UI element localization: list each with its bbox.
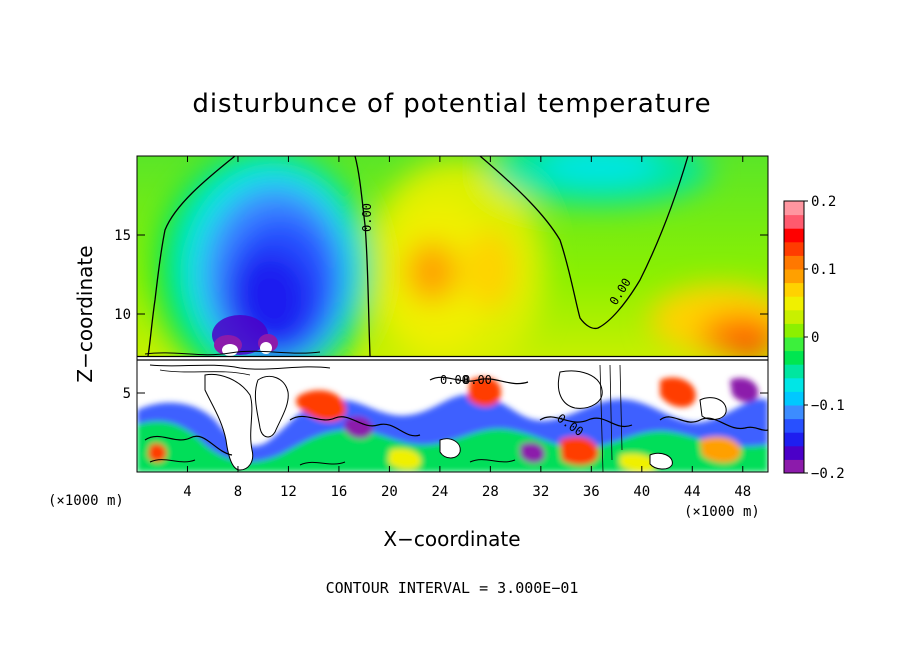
colorbar-swatch <box>784 445 804 460</box>
colorbar-swatch <box>784 432 804 447</box>
x-unit-right: (×1000 m) <box>684 504 760 520</box>
colorbar-swatch <box>784 459 804 474</box>
x-tick-label: 36 <box>583 484 600 500</box>
colorbar-tick-label: 0 <box>811 330 819 346</box>
colorbar-swatch <box>784 269 804 284</box>
colorbar-swatch <box>784 377 804 392</box>
colorbar-swatch <box>784 282 804 297</box>
x-tick-label: 40 <box>633 484 650 500</box>
x-tick-label: 44 <box>684 484 701 500</box>
contour-interval-note: CONTOUR INTERVAL = 3.000E−01 <box>326 579 579 597</box>
colorbar-swatch <box>784 364 804 379</box>
colorbar-swatch <box>784 296 804 311</box>
contour-label-top-middle: 0.00 <box>360 203 374 232</box>
x-tick-label: 28 <box>482 484 499 500</box>
y-tick-label: 15 <box>114 228 131 244</box>
x-tick-label: 24 <box>431 484 448 500</box>
y-axis: 5 10 15 <box>114 228 768 402</box>
contour-label-lower-center: 0.00 <box>463 373 492 387</box>
x-tick-label: 48 <box>734 484 751 500</box>
colorbar-labels: 0.2 0.1 0 −0.1 −0.2 <box>804 194 845 482</box>
y-tick-label: 5 <box>123 386 131 402</box>
x-axis-title: X−coordinate <box>383 527 520 551</box>
x-unit-left: (×1000 m) <box>48 493 124 509</box>
colorbar-swatch <box>784 337 804 352</box>
upper-field <box>137 156 768 390</box>
colorbar-tick-label: 0.1 <box>811 262 836 278</box>
lower-field <box>137 360 768 472</box>
contour-label-lower-mid: 0.00 <box>440 373 469 387</box>
colorbar-swatch <box>784 228 804 243</box>
y-tick-label: 10 <box>114 307 131 323</box>
plot-area <box>137 156 768 472</box>
colorbar-swatch <box>784 405 804 420</box>
colorbar-swatch <box>784 214 804 229</box>
colorbar-swatch <box>784 418 804 433</box>
x-tick-label: 4 <box>183 484 191 500</box>
colorbar-tick-label: −0.1 <box>811 398 845 414</box>
chart-title: disturbunce of potential temperature <box>192 89 711 119</box>
zero-contours <box>147 156 689 357</box>
x-tick-label: 8 <box>234 484 242 500</box>
colorbar-swatch <box>784 241 804 256</box>
boundary-layer <box>137 350 768 376</box>
colorbar-tick-label: 0.2 <box>811 194 836 210</box>
colorbar-swatch <box>784 391 804 406</box>
colorbar <box>784 201 804 474</box>
colorbar-swatch <box>784 350 804 365</box>
colorbar-swatch <box>784 309 804 324</box>
x-tick-label: 20 <box>381 484 398 500</box>
x-tick-label: 12 <box>280 484 297 500</box>
colorbar-swatch <box>784 255 804 270</box>
colorbar-tick-label: −0.2 <box>811 466 845 482</box>
colorbar-swatch <box>784 323 804 338</box>
x-tick-label: 32 <box>532 484 549 500</box>
x-axis: 4 8 12 16 20 24 28 32 36 40 44 48 <box>183 156 751 500</box>
colorbar-swatch <box>784 201 804 216</box>
y-axis-title: Z−coordinate <box>73 245 97 382</box>
x-tick-label: 16 <box>330 484 347 500</box>
